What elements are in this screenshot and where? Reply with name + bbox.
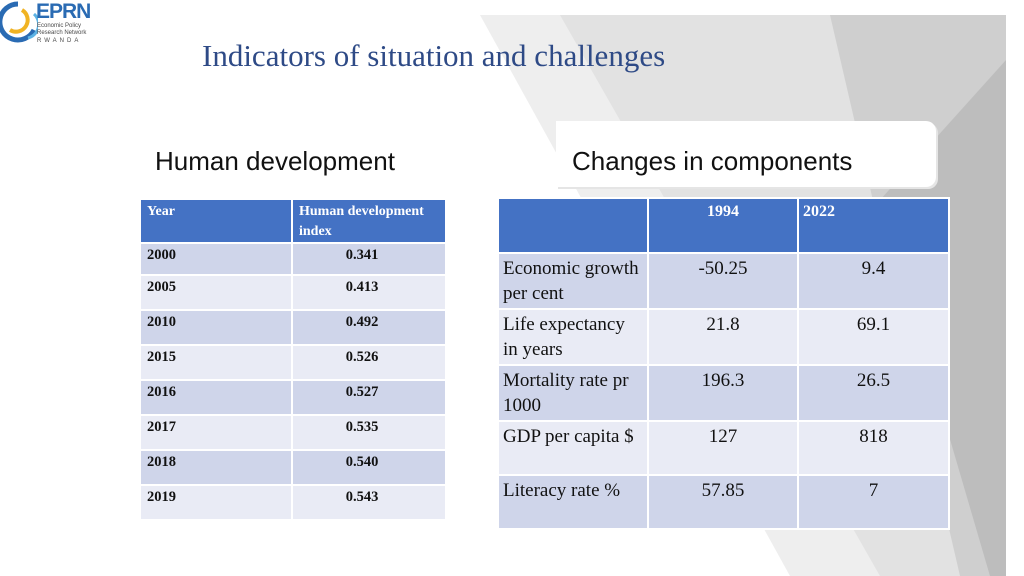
- hdi-cell: 0.535: [291, 414, 447, 451]
- value-1994-cell: 127: [647, 420, 799, 476]
- logo-name: EPRN: [36, 0, 91, 23]
- year-cell: 2005: [139, 274, 293, 311]
- column-header-1994: 1994: [647, 197, 799, 254]
- left-heading: Human development: [155, 146, 395, 176]
- year-cell: 2018: [139, 449, 293, 486]
- indicator-cell: Literacy rate %: [497, 474, 649, 530]
- heading-tab-shape: [556, 121, 936, 187]
- logo-country: RWANDA: [37, 38, 82, 44]
- components-table: 1994 2022 Economic growth per cent -50.2…: [497, 197, 950, 530]
- year-cell: 2000: [139, 242, 293, 276]
- table-row: 2005 0.413: [139, 274, 447, 311]
- table-row: 2016 0.527: [139, 379, 447, 416]
- slide-title: Indicators of situation and challenges: [202, 38, 666, 73]
- value-1994-cell: 57.85: [647, 474, 799, 530]
- table-row: Life expectancy in years 21.8 69.1: [497, 308, 950, 366]
- hdi-table: Year Human development index 2000 0.341 …: [139, 198, 447, 521]
- year-cell: 2015: [139, 344, 293, 381]
- table-row: Literacy rate % 57.85 7: [497, 474, 950, 530]
- table-row: 2019 0.543: [139, 484, 447, 521]
- value-2022-cell: 9.4: [797, 252, 950, 310]
- right-heading: Changes in components: [572, 146, 853, 176]
- indicator-cell: GDP per capita $: [497, 420, 649, 476]
- year-cell: 2016: [139, 379, 293, 416]
- value-2022-cell: 818: [797, 420, 950, 476]
- column-header-indicator: [497, 197, 649, 254]
- table-row: 2010 0.492: [139, 309, 447, 346]
- table-row: Economic growth per cent -50.25 9.4: [497, 252, 950, 310]
- value-2022-cell: 7: [797, 474, 950, 530]
- value-1994-cell: 21.8: [647, 308, 799, 366]
- hdi-cell: 0.341: [291, 242, 447, 276]
- year-cell: 2019: [139, 484, 293, 521]
- table-row: 2015 0.526: [139, 344, 447, 381]
- table-row: GDP per capita $ 127 818: [497, 420, 950, 476]
- logo-subtitle: Economic Policy Research Network: [37, 23, 87, 36]
- value-2022-cell: 26.5: [797, 364, 950, 422]
- indicator-cell: Mortality rate pr 1000: [497, 364, 649, 422]
- year-cell: 2017: [139, 414, 293, 451]
- value-1994-cell: 196.3: [647, 364, 799, 422]
- hdi-cell: 0.543: [291, 484, 447, 521]
- table-row: 2017 0.535: [139, 414, 447, 451]
- table-header-row: Year Human development index: [139, 198, 447, 244]
- table-row: Mortality rate pr 1000 196.3 26.5: [497, 364, 950, 422]
- column-header-2022: 2022: [797, 197, 950, 254]
- value-1994-cell: -50.25: [647, 252, 799, 310]
- value-2022-cell: 69.1: [797, 308, 950, 366]
- table-row: 2000 0.341: [139, 242, 447, 276]
- hdi-cell: 0.492: [291, 309, 447, 346]
- logo-circle-icon: [0, 1, 38, 43]
- hdi-cell: 0.526: [291, 344, 447, 381]
- column-header-year: Year: [139, 198, 293, 244]
- indicator-cell: Economic growth per cent: [497, 252, 649, 310]
- table-header-row: 1994 2022: [497, 197, 950, 254]
- column-header-hdi: Human development index: [291, 198, 447, 244]
- hdi-cell: 0.540: [291, 449, 447, 486]
- hdi-cell: 0.413: [291, 274, 447, 311]
- year-cell: 2010: [139, 309, 293, 346]
- indicator-cell: Life expectancy in years: [497, 308, 649, 366]
- hdi-cell: 0.527: [291, 379, 447, 416]
- table-row: 2018 0.540: [139, 449, 447, 486]
- eprn-logo: EPRN Economic Policy Research Network RW…: [0, 0, 100, 48]
